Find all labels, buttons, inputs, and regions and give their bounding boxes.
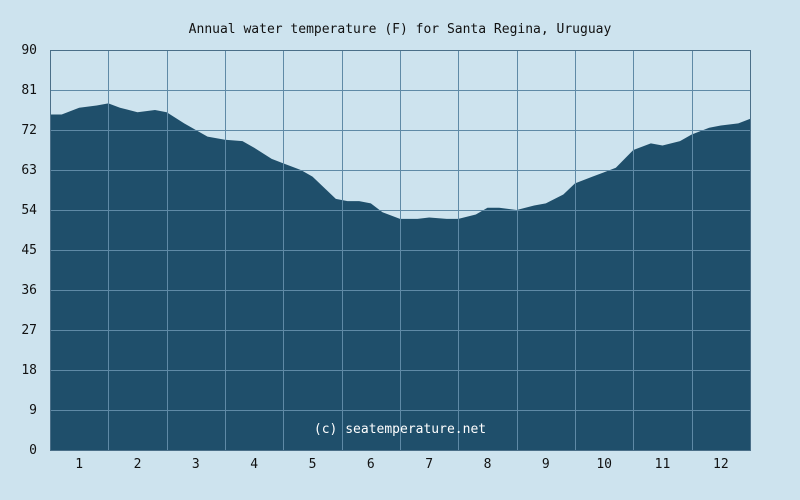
- y-tick-label: 27: [21, 323, 37, 338]
- plot-frame: [50, 50, 751, 451]
- x-tick-label: 1: [75, 457, 83, 472]
- y-tick-label: 81: [21, 83, 37, 98]
- x-tick-label: 10: [596, 457, 612, 472]
- y-axis: 0 9 18 27 36 45 54 63 72 81 90: [21, 43, 37, 458]
- x-tick-label: 5: [309, 457, 317, 472]
- x-tick-label: 9: [542, 457, 550, 472]
- x-axis: 1 2 3 4 5 6 7 8 9 10 11 12: [75, 457, 728, 472]
- y-tick-label: 36: [21, 283, 37, 298]
- watermark-text: (c) seatemperature.net: [314, 422, 486, 437]
- x-tick-label: 3: [192, 457, 200, 472]
- y-tick-label: 63: [21, 163, 37, 178]
- grid-layer: [50, 50, 751, 451]
- y-tick-label: 90: [21, 43, 37, 58]
- chart-title: Annual water temperature (F) for Santa R…: [189, 22, 612, 37]
- x-tick-label: 6: [367, 457, 375, 472]
- y-tick-label: 9: [29, 403, 37, 418]
- x-tick-label: 4: [250, 457, 258, 472]
- y-tick-label: 18: [21, 363, 37, 378]
- x-tick-label: 12: [713, 457, 729, 472]
- y-tick-label: 0: [29, 443, 37, 458]
- x-tick-label: 8: [484, 457, 492, 472]
- x-tick-label: 7: [425, 457, 433, 472]
- y-tick-label: 54: [21, 203, 37, 218]
- x-tick-label: 2: [134, 457, 142, 472]
- x-tick-label: 11: [655, 457, 671, 472]
- y-tick-label: 45: [21, 243, 37, 258]
- y-tick-label: 72: [21, 123, 37, 138]
